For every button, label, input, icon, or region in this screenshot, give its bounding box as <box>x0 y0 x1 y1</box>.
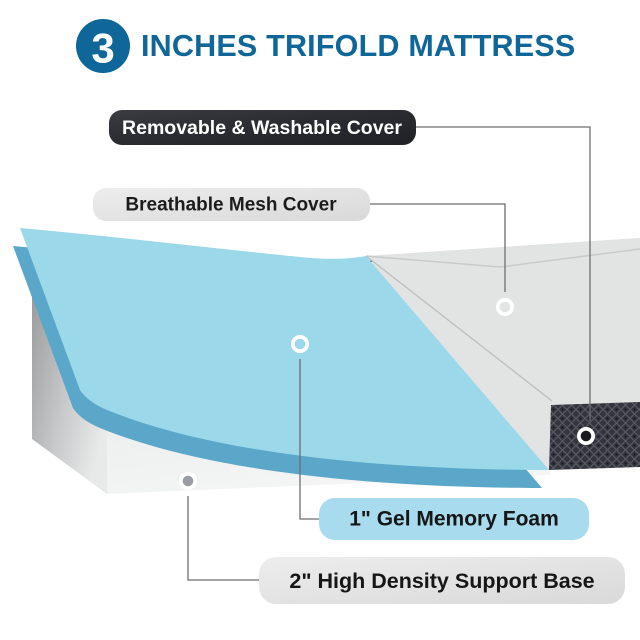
svg-text:INCHES TRIFOLD MATTRESS: INCHES TRIFOLD MATTRESS <box>141 29 575 63</box>
svg-text:1" Gel Memory Foam: 1" Gel Memory Foam <box>349 508 559 531</box>
svg-text:3: 3 <box>91 25 114 72</box>
svg-text:2" High Density Support Base: 2" High Density Support Base <box>289 569 594 593</box>
svg-text:Breathable Mesh Cover: Breathable Mesh Cover <box>125 195 337 216</box>
svg-text:Removable & Washable Cover: Removable & Washable Cover <box>122 117 402 139</box>
